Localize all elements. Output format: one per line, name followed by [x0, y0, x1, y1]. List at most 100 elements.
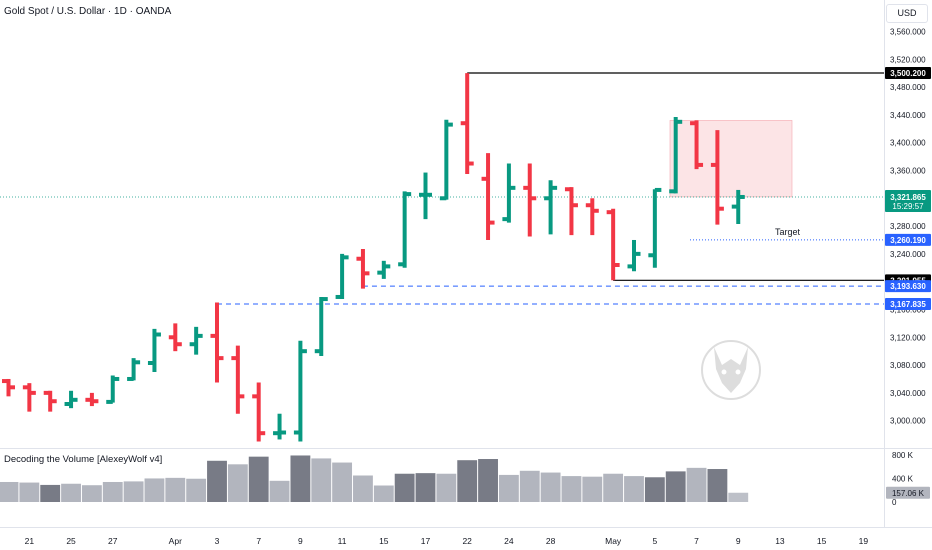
volume-bar: [519, 470, 540, 502]
volume-bar: [227, 464, 248, 502]
time-axis-label: Apr: [169, 536, 182, 546]
volume-bar: [248, 456, 269, 502]
ohlc-bar: [460, 73, 474, 174]
volume-bar: [102, 481, 123, 502]
ohlc-bar: [585, 198, 599, 236]
time-axis-label: 27: [108, 536, 118, 546]
price-axis-label: 3,440.000: [890, 111, 926, 120]
volume-bar: [40, 484, 61, 502]
target-label: Target: [775, 227, 801, 237]
time-axis-label: 11: [338, 536, 347, 546]
ohlc-bar: [439, 119, 453, 201]
volume-bar: [540, 472, 561, 502]
time-axis-label: 9: [736, 536, 741, 546]
volume-bar: [624, 476, 644, 502]
price-axis-label: 3,560.000: [890, 27, 926, 36]
volume-bar: [353, 475, 373, 502]
volume-bar: [207, 460, 227, 502]
volume-bar: [561, 476, 582, 502]
price-axis-label: 3,240.000: [890, 250, 926, 259]
ohlc-bar: [147, 328, 161, 373]
price-tag-blue: [885, 298, 931, 311]
price-axis-label: 3,520.000: [890, 55, 926, 64]
ohlc-bar: [22, 383, 36, 412]
volume-bar: [603, 473, 624, 502]
price-axis-label: 3,120.000: [890, 333, 926, 342]
price-tag-label: 3,260.190: [890, 236, 926, 245]
price-tag-label: 3,500.200: [890, 69, 926, 78]
price-axis-label: 3,040.000: [890, 389, 926, 398]
ohlc-bar: [106, 375, 120, 404]
time-axis-label: 17: [421, 536, 431, 546]
time-axis-label: 9: [298, 536, 303, 546]
ohlc-bar: [502, 163, 516, 223]
ohlc-bar: [273, 413, 287, 440]
ohlc-bar: [606, 208, 620, 281]
time-axis-label: 15: [817, 536, 827, 546]
ohlc-bar: [544, 180, 558, 235]
ohlc-bar: [293, 340, 307, 442]
price-axis-label: 3,480.000: [890, 83, 926, 92]
volume-bar: [165, 477, 186, 502]
time-axis-label: 15: [379, 536, 389, 546]
volume-bar: [457, 460, 478, 502]
ohlc-bar: [398, 191, 412, 268]
volume-bar: [19, 482, 40, 502]
indicator-title[interactable]: Decoding the Volume [AlexeyWolf v4]: [4, 454, 163, 465]
ohlc-bar: [231, 345, 245, 414]
time-axis-label: 25: [66, 536, 76, 546]
time-axis-label: 7: [694, 536, 699, 546]
ohlc-bar: [669, 116, 683, 194]
volume-bar: [582, 476, 603, 502]
volume-axis-label: 400 K: [892, 474, 914, 483]
ohlc-bar: [43, 390, 57, 412]
volume-axis-label: 0: [892, 498, 897, 507]
price-axis-label: 3,000.000: [890, 417, 926, 426]
volume-bar: [394, 473, 415, 502]
volume-bar: [686, 467, 707, 502]
volume-bar: [186, 478, 207, 502]
price-tag-blue: [885, 233, 931, 246]
time-axis-label: May: [605, 536, 622, 546]
price-axis-label: 3,400.000: [890, 139, 926, 148]
ohlc-bar: [377, 260, 391, 279]
ohlc-bar: [627, 239, 641, 272]
volume-bar: [644, 477, 665, 502]
price-tag-black: [885, 67, 931, 80]
volume-bar: [478, 459, 498, 502]
ohlc-bar: [648, 187, 662, 268]
ohlc-bar: [356, 249, 370, 289]
ohlc-bar: [419, 172, 432, 220]
currency-button[interactable]: USD: [886, 4, 928, 23]
volume-bar: [269, 480, 290, 502]
volume-value-tag: [886, 486, 930, 499]
ohlc-bar: [523, 163, 537, 237]
volume-axis-label: 800 K: [892, 451, 914, 460]
ohlc-bar: [64, 390, 78, 409]
volume-bar: [332, 462, 353, 502]
ohlc-bar: [2, 378, 15, 397]
ohlc-bar: [710, 130, 724, 225]
ohlc-bar: [168, 323, 182, 352]
time-axis-label: 28: [546, 536, 556, 546]
ohlc-bar: [189, 326, 203, 355]
ohlc-bar: [210, 302, 224, 383]
price-axis-label: 3,080.000: [890, 361, 926, 370]
ohlc-bar: [564, 187, 578, 236]
ohlc-bar: [731, 189, 745, 224]
volume-bar: [415, 473, 436, 502]
price-tag-green: [885, 189, 931, 212]
price-tag-label: 3,167.835: [890, 300, 926, 309]
price-tag-blue: [885, 280, 931, 293]
time-axis-label: 22: [462, 536, 472, 546]
ohlc-bar: [314, 296, 328, 357]
price-tag-label: 3,321.865: [890, 193, 926, 202]
volume-bar: [373, 485, 394, 502]
volume-bar: [498, 474, 519, 502]
bar-countdown: 15:29:57: [892, 202, 924, 211]
ohlc-bar: [127, 358, 141, 381]
time-axis-label: 7: [256, 536, 261, 546]
time-axis-label: 19: [859, 536, 869, 546]
sell-zone-rect: [669, 120, 793, 198]
